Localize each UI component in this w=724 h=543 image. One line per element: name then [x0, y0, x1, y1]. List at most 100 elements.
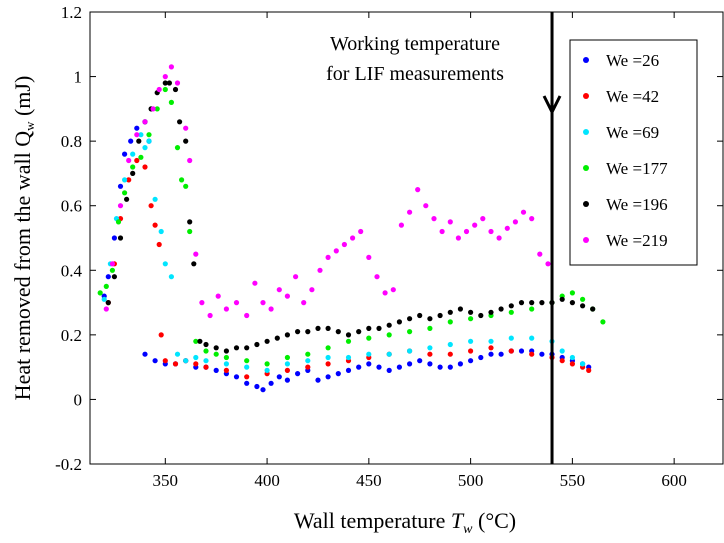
y-axis-title: Heat removed from the wall Qw (mJ)	[10, 76, 37, 401]
data-point	[134, 132, 140, 138]
data-point	[301, 300, 307, 306]
x-tick-label: 500	[458, 471, 484, 490]
data-point	[260, 387, 266, 393]
series-group	[97, 86, 606, 367]
data-point	[117, 183, 124, 189]
data-point	[128, 138, 134, 144]
data-point	[447, 319, 453, 325]
x-axis-title-suffix: (°C)	[473, 508, 517, 533]
data-point	[162, 358, 168, 364]
data-point	[317, 267, 323, 273]
data-point	[457, 306, 463, 312]
data-point	[264, 338, 270, 344]
data-point	[333, 248, 339, 254]
data-point	[439, 228, 445, 235]
data-point	[427, 361, 433, 367]
data-point	[366, 254, 372, 260]
data-point	[295, 329, 301, 335]
data-point	[150, 106, 156, 112]
data-point	[508, 303, 514, 309]
data-point	[193, 361, 199, 367]
working-temperature-arrowhead	[542, 95, 562, 116]
data-point	[345, 338, 352, 344]
x-tick-label: 600	[661, 471, 687, 490]
data-point	[284, 377, 290, 383]
data-point	[134, 157, 140, 164]
data-point	[274, 335, 280, 341]
series-group	[101, 132, 586, 373]
legend-marker	[583, 237, 589, 243]
data-point	[162, 261, 168, 267]
x-axis-title: Wall temperature Tw (°C)	[294, 508, 516, 537]
data-point	[134, 125, 140, 131]
data-point	[233, 345, 240, 351]
data-point	[498, 306, 504, 312]
data-point	[101, 296, 107, 302]
series-group	[105, 157, 592, 380]
data-point	[154, 106, 160, 112]
data-point	[191, 261, 197, 267]
data-point	[529, 300, 535, 306]
data-point	[488, 345, 494, 351]
data-point	[447, 219, 453, 225]
data-point	[559, 358, 565, 364]
data-point	[142, 351, 148, 357]
data-point	[183, 358, 189, 364]
y-tick-label: -0.2	[55, 455, 82, 474]
data-point	[545, 261, 551, 267]
data-point	[586, 367, 592, 373]
data-point	[254, 341, 260, 348]
data-point	[213, 345, 219, 351]
data-point	[233, 300, 240, 306]
data-point	[223, 354, 229, 361]
x-tick-label: 400	[254, 471, 280, 490]
data-point	[130, 170, 136, 176]
data-point	[168, 274, 174, 280]
data-point	[197, 338, 203, 344]
data-point	[580, 303, 586, 309]
legend-marker	[583, 201, 589, 207]
data-point	[166, 80, 172, 86]
data-point	[508, 335, 514, 341]
data-point	[396, 319, 402, 325]
data-point	[580, 296, 586, 302]
y-tick-label: 0.6	[61, 197, 82, 216]
data-point	[496, 235, 502, 241]
data-point	[183, 138, 189, 144]
legend-label: We =177	[606, 159, 668, 178]
axis-ticks: 350 400 450 500 550 600 -0.2 0 0.2 0.4 0.6 0.8 1 1.2	[55, 3, 723, 490]
data-point	[244, 374, 250, 380]
x-tick-label: 550	[560, 471, 586, 490]
data-point	[390, 287, 396, 293]
data-point	[187, 219, 193, 225]
data-point	[193, 338, 199, 344]
data-point	[223, 361, 229, 367]
data-point	[284, 361, 290, 367]
annotation-line2: for LIF measurements	[326, 63, 504, 85]
data-point	[386, 332, 392, 338]
data-point	[203, 348, 209, 354]
data-point	[223, 367, 229, 373]
data-point	[376, 364, 382, 370]
x-axis-title-variable: T	[451, 508, 465, 533]
data-point	[309, 287, 315, 293]
data-point	[407, 348, 413, 354]
data-point	[398, 222, 404, 228]
data-point	[325, 254, 331, 260]
series-group	[101, 119, 592, 393]
data-point	[172, 361, 179, 367]
data-point	[276, 374, 282, 380]
data-point	[468, 358, 474, 364]
plot-frame	[89, 11, 724, 465]
data-point	[529, 351, 535, 357]
data-point	[193, 251, 199, 257]
data-point	[146, 132, 152, 138]
data-point	[122, 177, 128, 183]
data-point	[215, 293, 221, 299]
data-point	[223, 348, 229, 354]
legend-label: We =26	[606, 51, 659, 70]
data-point	[203, 341, 209, 348]
data-point	[244, 358, 250, 364]
data-point	[345, 367, 352, 373]
